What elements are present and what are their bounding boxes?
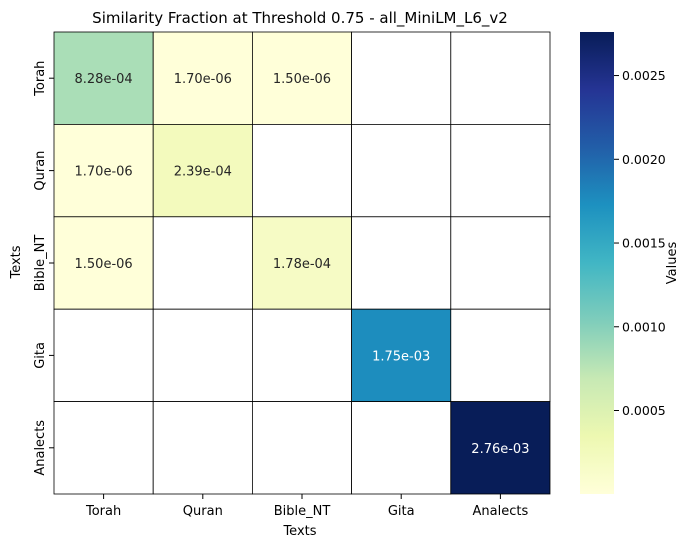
heatmap-cell (351, 124, 452, 218)
x-tick-label: Bible_NT (274, 504, 331, 519)
x-tick-label: Quran (183, 504, 223, 519)
heatmap-cell (251, 401, 352, 495)
y-axis-ticks: Torah Quran Bible_NT Gita Analects (33, 61, 54, 476)
cell-value-label: 2.76e-03 (471, 442, 529, 457)
y-tick-label: Torah (33, 61, 48, 97)
cell-value-label: 8.28e-04 (75, 72, 133, 87)
colorbar-label: Values (665, 242, 680, 285)
colorbar-tick-label: 0.0015 (622, 236, 666, 251)
heatmap-cell (251, 124, 352, 218)
y-tick-label: Quran (33, 151, 48, 191)
heatmap-cell (351, 401, 452, 495)
heatmap-cell (53, 31, 154, 125)
chart-title: Similarity Fraction at Threshold 0.75 - … (92, 9, 508, 28)
heatmap-cell (251, 308, 352, 403)
colorbar-tick-label: 0.0010 (622, 319, 666, 334)
heatmap-cell (450, 216, 551, 310)
cell-value-label: 1.75e-03 (372, 349, 430, 364)
colorbar-tick-label: 0.0020 (622, 152, 666, 167)
x-axis-label: Texts (282, 524, 316, 539)
cell-value-label: 1.70e-06 (75, 165, 133, 180)
heatmap-cell (450, 124, 551, 218)
x-tick-label: Analects (473, 504, 529, 519)
heatmap-cell (351, 308, 452, 403)
x-tick-label: Gita (388, 504, 415, 519)
heatmap-cell (53, 308, 154, 403)
heatmap-cell (351, 31, 452, 125)
cell-value-label: 1.78e-04 (273, 257, 331, 272)
colorbar-tick-label: 0.0025 (622, 68, 666, 83)
y-tick-label: Gita (33, 342, 48, 369)
cell-value-label: 1.50e-06 (273, 72, 331, 87)
heatmap-cell (53, 401, 154, 495)
heatmap-cell-labels: 8.28e-04 1.70e-06 1.50e-06 1.70e-06 2.39e-04… (75, 72, 530, 457)
heatmap-cell (53, 124, 154, 218)
heatmap-cells (53, 31, 551, 495)
y-tick-label: Analects (33, 420, 48, 476)
x-tick-label: Torah (85, 504, 121, 519)
cell-value-label: 1.50e-06 (75, 257, 133, 272)
cell-value-label: 1.70e-06 (174, 72, 232, 87)
heatmap-cell (251, 31, 352, 125)
heatmap-cell (152, 31, 253, 125)
colorbar-ticks: 0.0005 0.0010 0.0015 0.0020 0.0025 (614, 68, 666, 418)
y-tick-label: Bible_NT (33, 235, 48, 292)
heatmap-cell (152, 401, 253, 495)
x-axis-ticks: Torah Quran Bible_NT Gita Analects (85, 494, 529, 519)
heatmap-cell (450, 31, 551, 125)
heatmap-cell (152, 308, 253, 403)
heatmap-cell (450, 308, 551, 403)
heatmap-cell (351, 216, 452, 310)
heatmap-cell (251, 216, 352, 310)
heatmap-cell (152, 216, 253, 310)
cell-value-label: 2.39e-04 (174, 165, 232, 180)
colorbar-tick-label: 0.0005 (622, 403, 666, 418)
y-axis-label: Texts (9, 245, 24, 279)
colorbar (580, 32, 614, 494)
heatmap-cell (450, 401, 551, 495)
